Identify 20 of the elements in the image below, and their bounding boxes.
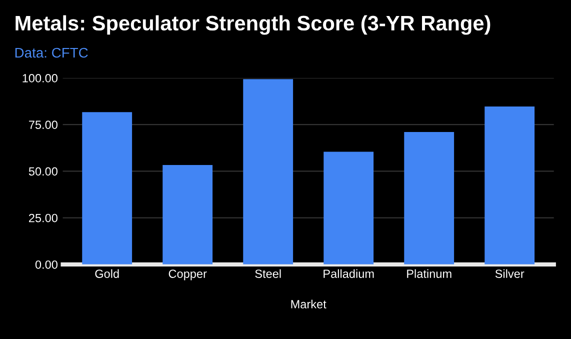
chart-subtitle: Data: CFTC <box>15 48 88 58</box>
bar <box>484 106 535 264</box>
chart-title: Metals: Speculator Strength Score (3-YR Range) <box>16 15 490 35</box>
x-tick-label: Steel <box>255 269 281 278</box>
bar <box>324 152 374 264</box>
bar <box>82 112 132 264</box>
x-tick-label: Palladium <box>324 269 374 278</box>
bar <box>404 132 454 264</box>
y-tick-label: 75.00 <box>29 120 58 129</box>
x-tick-label: Gold <box>95 269 119 278</box>
x-tick-label: Platinum <box>407 269 452 278</box>
bar <box>243 79 294 264</box>
y-tick-label: 50.00 <box>28 167 58 176</box>
bar <box>162 165 213 264</box>
y-tick-label: 100.00 <box>22 74 58 82</box>
x-axis-title: Market <box>291 300 326 308</box>
x-tick-label: Copper <box>168 270 207 280</box>
y-tick-label: 0.00 <box>35 260 58 269</box>
y-tick-label: 25.00 <box>29 214 58 222</box>
x-tick-label: Silver <box>495 269 524 278</box>
